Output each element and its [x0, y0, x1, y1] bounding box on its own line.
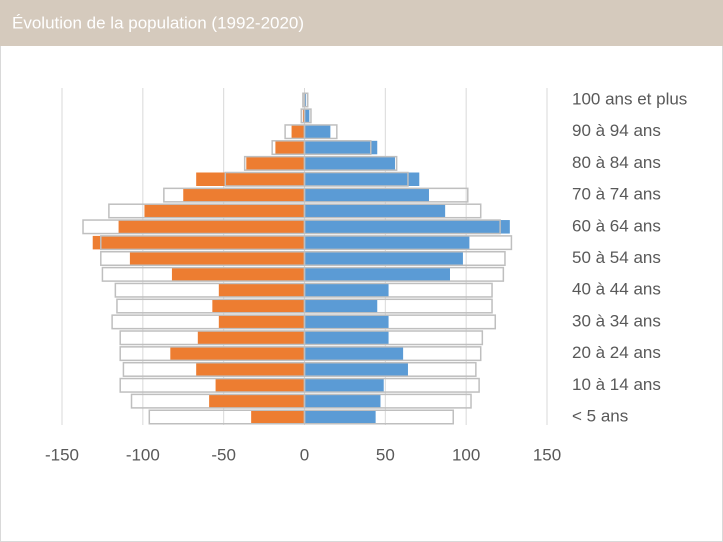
bar-outline	[303, 298, 493, 314]
category-label: 40 à 44 ans	[572, 280, 661, 299]
bar	[304, 220, 510, 234]
category-label: 10 à 14 ans	[572, 375, 661, 394]
x-tick-label: 0	[300, 445, 309, 464]
chart-title: Évolution de la population (1992-2020)	[12, 13, 304, 32]
bar	[171, 267, 305, 282]
bar-outline	[303, 251, 506, 266]
x-tick-label: 150	[533, 445, 561, 464]
bar-outline	[303, 235, 513, 251]
category-label: 100 ans et plus	[572, 89, 687, 108]
bar	[304, 251, 463, 266]
bar	[304, 283, 389, 297]
bar	[92, 235, 305, 250]
bar	[304, 394, 381, 408]
bar	[304, 235, 470, 250]
bar	[304, 331, 389, 345]
bar-outline	[303, 314, 497, 330]
bar-outline	[303, 393, 472, 409]
bar	[291, 124, 305, 139]
bar-outline	[303, 361, 477, 377]
bar-outline	[303, 187, 469, 203]
bar-outline	[303, 266, 505, 282]
bar	[212, 299, 305, 313]
category-label: 20 à 24 ans	[572, 343, 661, 362]
bar	[196, 172, 305, 186]
bar-outline	[303, 124, 338, 140]
x-tick-label: -100	[126, 445, 160, 464]
bar	[304, 124, 331, 139]
bar-outline	[303, 330, 484, 346]
bar	[170, 346, 305, 361]
header	[0, 0, 723, 46]
bar	[304, 109, 310, 123]
bar-outline	[303, 171, 409, 187]
bar	[218, 283, 305, 297]
bar	[144, 204, 305, 218]
bar	[304, 140, 378, 155]
x-tick-label: -50	[211, 445, 236, 464]
bar	[304, 267, 450, 282]
bar	[215, 378, 305, 393]
bar	[183, 188, 305, 202]
bar	[118, 220, 305, 234]
bar	[304, 204, 446, 218]
bar-outline	[303, 409, 454, 425]
bar-outline	[303, 346, 482, 362]
bar	[302, 109, 305, 123]
bar	[304, 362, 408, 377]
bar	[304, 378, 384, 393]
bar-outline	[303, 282, 493, 298]
x-tick-label: 100	[452, 445, 480, 464]
category-label: < 5 ans	[572, 406, 628, 425]
bar-outline	[303, 92, 309, 108]
bar	[196, 362, 305, 377]
bar	[251, 410, 305, 424]
category-label: 90 à 94 ans	[572, 121, 661, 140]
bar	[304, 410, 376, 424]
category-label: 80 à 84 ans	[572, 153, 661, 172]
bar-outline	[303, 108, 312, 124]
bar	[304, 172, 420, 186]
bar	[129, 251, 305, 266]
x-tick-label: 50	[376, 445, 395, 464]
category-label: 70 à 74 ans	[572, 185, 661, 204]
category-label: 60 à 64 ans	[572, 216, 661, 235]
category-label: 50 à 54 ans	[572, 248, 661, 267]
x-tick-label: -150	[45, 445, 79, 464]
bar	[246, 156, 305, 171]
bar	[218, 315, 305, 329]
bar-outline	[303, 155, 398, 171]
bar	[304, 299, 378, 313]
bar	[209, 394, 305, 408]
bar	[275, 140, 305, 155]
bar	[304, 188, 429, 202]
bar	[304, 93, 307, 107]
bar-outline	[303, 219, 501, 235]
category-label: 30 à 34 ans	[572, 311, 661, 330]
bar-outline	[303, 140, 372, 156]
bar	[197, 331, 305, 345]
bar-outline	[303, 203, 482, 219]
bar	[304, 156, 396, 171]
bar	[304, 315, 389, 329]
bar	[304, 346, 404, 361]
bar-outline	[303, 377, 480, 393]
